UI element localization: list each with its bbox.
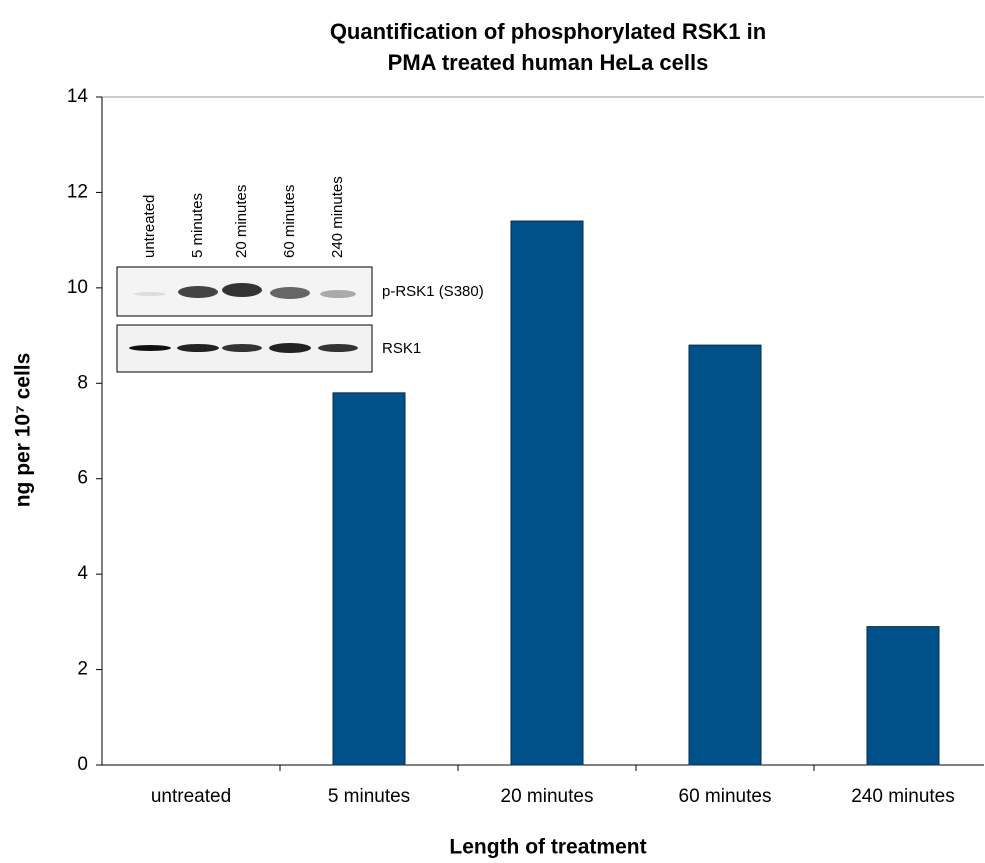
blot-lane-label: 60 minutes <box>281 185 298 258</box>
western-blot-inset: p-RSK1 (S380) RSK1 untreated 5 minutes 20 … <box>117 176 484 372</box>
y-tick-label: 10 <box>67 277 88 298</box>
x-tick-label: untreated <box>151 786 231 807</box>
y-tick-label: 8 <box>77 372 88 393</box>
x-tick-label: 60 minutes <box>679 786 772 807</box>
blot-row-label: p-RSK1 (S380) <box>382 283 484 300</box>
y-tick-label: 0 <box>77 754 88 775</box>
bar <box>511 221 583 765</box>
y-tick-label: 14 <box>67 86 89 107</box>
chart-title: PMA treated human HeLa cells <box>388 50 709 75</box>
blot-band <box>222 283 262 297</box>
blot-band <box>269 343 311 353</box>
bar <box>689 345 761 765</box>
blot-band <box>318 344 358 352</box>
blot-band <box>129 345 171 351</box>
bar <box>867 627 939 765</box>
x-axis-title: Length of treatment <box>449 836 646 859</box>
x-tick-label: 240 minutes <box>851 786 955 807</box>
blot-lane-label: 20 minutes <box>233 185 250 258</box>
blot-lane-label: 5 minutes <box>189 193 206 258</box>
y-tick-label: 4 <box>77 563 88 584</box>
y-tick-label: 12 <box>67 181 88 202</box>
blot-band <box>320 290 356 298</box>
blot-band <box>178 286 218 298</box>
blot-band <box>222 344 262 352</box>
y-axis-title: ng per 10⁷ cells <box>12 353 35 508</box>
blot-band <box>270 287 310 299</box>
x-tick-label: 20 minutes <box>501 786 594 807</box>
x-tick-label: 5 minutes <box>328 786 410 807</box>
y-tick-label: 6 <box>77 468 88 489</box>
bar <box>333 393 405 765</box>
blot-lane-label: 240 minutes <box>329 176 346 258</box>
blot-row-label: RSK1 <box>382 340 421 357</box>
chart: Quantification of phosphorylated RSK1 in… <box>0 0 985 863</box>
blot-lane-label: untreated <box>141 195 158 258</box>
chart-title: Quantification of phosphorylated RSK1 in <box>330 19 766 44</box>
blot-band <box>177 344 219 352</box>
y-tick-label: 2 <box>77 659 88 680</box>
blot-band <box>134 292 166 296</box>
